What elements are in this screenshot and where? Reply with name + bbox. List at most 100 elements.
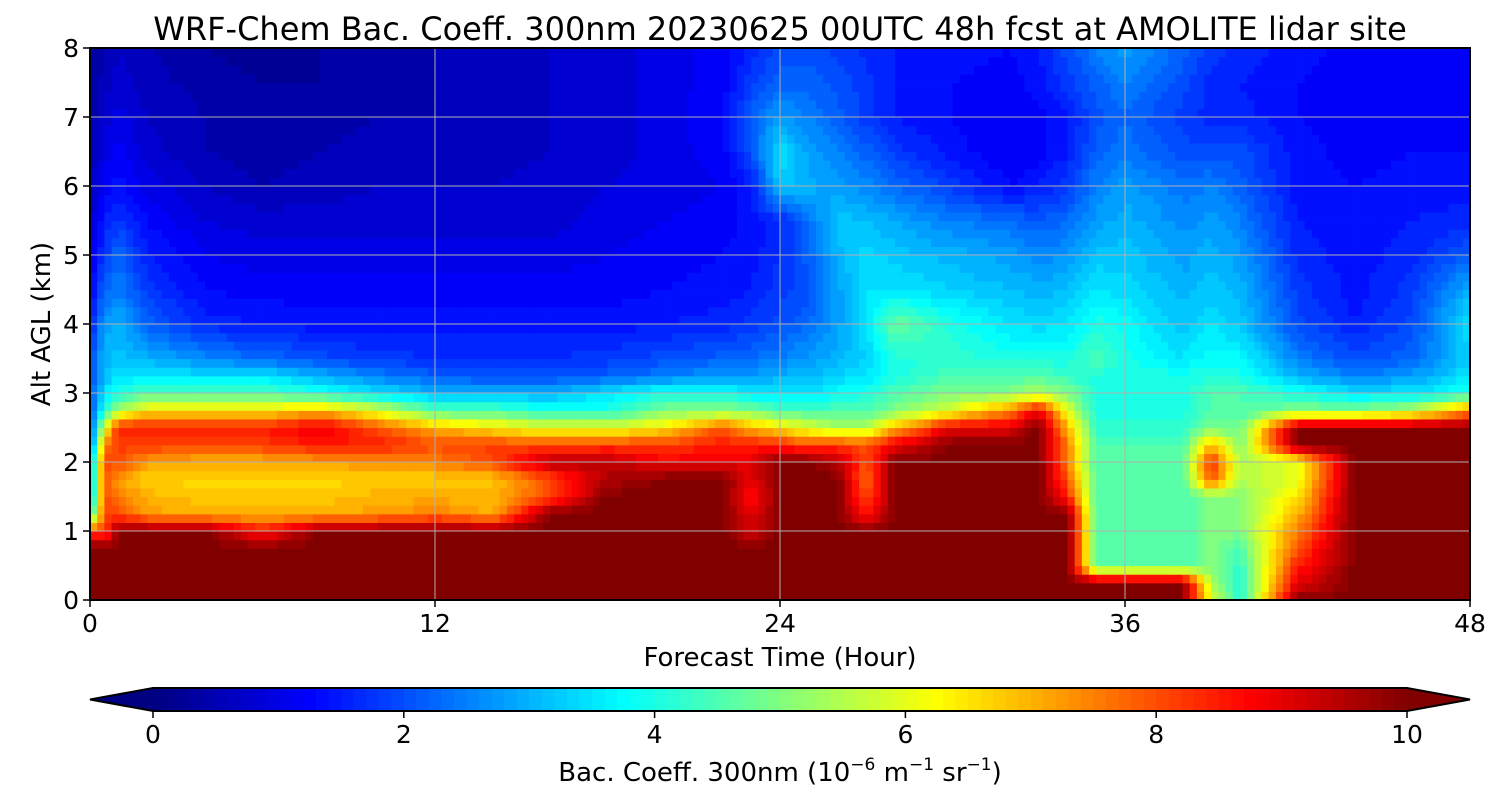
heatmap-cell [1096, 384, 1105, 394]
heatmap-cell [1196, 539, 1205, 549]
heatmap-cell [176, 479, 185, 489]
heatmap-cell [1462, 436, 1471, 446]
heatmap-cell [995, 375, 1004, 385]
heatmap-cell [1426, 496, 1435, 506]
heatmap-cell [1045, 453, 1054, 463]
heatmap-cell [312, 462, 321, 472]
heatmap-cell [1010, 539, 1018, 549]
heatmap-cell [700, 531, 709, 541]
heatmap-cell [851, 470, 860, 480]
heatmap-cell [355, 539, 364, 549]
heatmap-cell [212, 496, 220, 506]
heatmap-cell [1240, 522, 1248, 532]
heatmap-cell [226, 462, 235, 472]
heatmap-cell [715, 531, 724, 541]
heatmap-cell [679, 531, 688, 541]
heatmap-cell [133, 574, 141, 584]
heatmap-cell [413, 393, 422, 403]
heatmap-cell [1010, 470, 1018, 480]
heatmap-cell [1283, 487, 1291, 498]
heatmap-cell [1405, 401, 1414, 411]
heatmap-cell [665, 470, 673, 480]
heatmap-cell [614, 462, 623, 472]
heatmap-cell [571, 582, 580, 592]
heatmap-cell [1218, 393, 1227, 403]
heatmap-cell [808, 436, 817, 446]
heatmap-cell [686, 410, 695, 420]
heatmap-cell [550, 591, 558, 601]
heatmap-cell [772, 479, 781, 489]
heatmap-cell [621, 410, 630, 420]
heatmap-cell [1038, 453, 1047, 463]
heatmap-cell [427, 496, 436, 506]
heatmap-cell [1290, 496, 1299, 506]
heatmap-cell [1390, 410, 1399, 420]
heatmap-cell [1232, 375, 1241, 385]
heatmap-cell [895, 556, 903, 567]
heatmap-cell [161, 401, 170, 411]
heatmap-cell [1347, 479, 1356, 489]
heatmap-cell [895, 444, 903, 454]
heatmap-cell [1455, 418, 1464, 429]
heatmap-cell [377, 513, 386, 523]
heatmap-cell [657, 565, 666, 575]
heatmap-cell [456, 513, 465, 523]
heatmap-cell [744, 574, 752, 584]
heatmap-cell [557, 479, 565, 489]
heatmap-cell [923, 436, 932, 446]
heatmap-cell [492, 539, 501, 549]
heatmap-cell [485, 574, 494, 584]
heatmap-cell [384, 410, 393, 420]
heatmap-cell [542, 496, 551, 506]
heatmap-cell [1204, 574, 1212, 584]
heatmap-cell [1398, 393, 1406, 403]
heatmap-cell [1261, 531, 1270, 541]
heatmap-cell [715, 582, 724, 592]
heatmap-cell [1139, 453, 1148, 463]
heatmap-cell [686, 548, 695, 558]
heatmap-cell [514, 522, 522, 532]
heatmap-cell [859, 496, 867, 506]
heatmap-cell [1182, 479, 1191, 489]
heatmap-cell [262, 427, 271, 437]
heatmap-cell [1455, 375, 1464, 385]
heatmap-cell [1240, 496, 1248, 506]
heatmap-cell [276, 539, 285, 549]
heatmap-cell [636, 401, 645, 411]
heatmap-cell [176, 582, 185, 592]
heatmap-cell [1017, 591, 1025, 601]
heatmap-cell [859, 444, 867, 454]
heatmap-cell [1390, 548, 1399, 558]
heatmap-cell [772, 582, 781, 592]
heatmap-cell [427, 522, 436, 532]
heatmap-cell [463, 556, 472, 567]
heatmap-cell [1110, 470, 1119, 480]
heatmap-cell [1017, 531, 1025, 541]
heatmap-cell [341, 513, 350, 523]
heatmap-cell [1333, 384, 1342, 394]
heatmap-cell [312, 539, 321, 549]
heatmap-cell [190, 444, 199, 454]
heatmap-cell [1168, 453, 1176, 463]
heatmap-cell [1031, 496, 1040, 506]
heatmap-cell [1326, 574, 1335, 584]
heatmap-cell [607, 496, 616, 506]
heatmap-cell [276, 582, 285, 592]
heatmap-cell [650, 453, 659, 463]
heatmap-cell [284, 548, 292, 558]
heatmap-cell [1369, 522, 1378, 532]
heatmap-cell [930, 410, 939, 420]
heatmap-cell [262, 470, 271, 480]
heatmap-cell [370, 410, 379, 420]
heatmap-cell [722, 522, 731, 532]
heatmap-cell [815, 487, 824, 498]
heatmap-cell [1053, 384, 1061, 394]
heatmap-cell [233, 470, 242, 480]
heatmap-cell [1017, 505, 1025, 515]
heatmap-cell [751, 401, 760, 411]
heatmap-cell [334, 436, 343, 446]
heatmap-cell [1261, 513, 1270, 523]
heatmap-cell [1031, 462, 1040, 472]
heatmap-cell [815, 548, 824, 558]
heatmap-cell [104, 384, 113, 394]
